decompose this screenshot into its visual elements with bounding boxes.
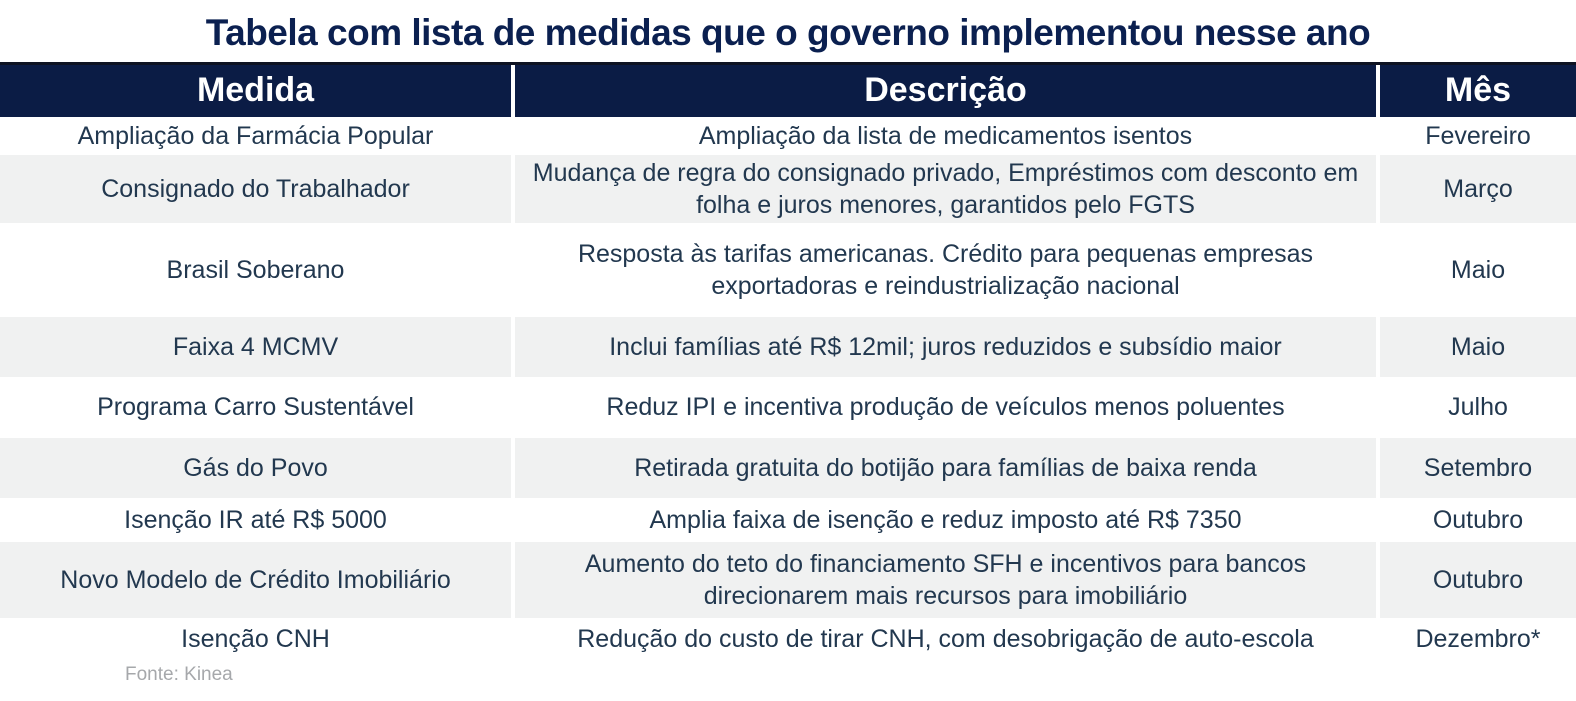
cell-descricao: Ampliação da lista de medicamentos isent… [515,116,1376,155]
table-row: Ampliação da Farmácia Popular Ampliação d… [0,116,1576,155]
table-row: Consignado do Trabalhador Mudança de regr… [0,154,1576,223]
cell-medida: Gás do Povo [0,437,511,498]
cell-mes: Outubro [1380,497,1576,542]
table-row: Novo Modelo de Crédito Imobiliário Aument… [0,541,1576,618]
cell-mes: Outubro [1380,541,1576,618]
cell-descricao: Mudança de regra do consignado privado, … [515,154,1376,223]
cell-mes: Maio [1380,222,1576,317]
source-note: Fonte: Kinea [125,663,233,685]
column-header-medida: Medida [0,65,511,117]
cell-mes: Maio [1380,316,1576,377]
cell-mes: Setembro [1380,437,1576,498]
cell-descricao: Reduz IPI e incentiva produção de veícul… [515,376,1376,438]
cell-mes: Fevereiro [1380,116,1576,155]
table-row: Isenção IR até R$ 5000 Amplia faixa de is… [0,497,1576,542]
cell-descricao: Aumento do teto do financiamento SFH e i… [515,541,1376,618]
cell-medida: Isenção IR até R$ 5000 [0,497,511,542]
page-title: Tabela com lista de medidas que o govern… [205,12,1371,53]
cell-medida: Programa Carro Sustentável [0,376,511,438]
table-row: Faixa 4 MCMV Inclui famílias até R$ 12mil… [0,316,1576,377]
cell-medida: Isenção CNH [0,617,511,660]
table-row: Isenção CNH Redução do custo de tirar CNH… [0,617,1576,660]
cell-mes: Março [1380,154,1576,223]
column-header-descricao: Descrição [515,65,1376,117]
cell-descricao: Inclui famílias até R$ 12mil; juros redu… [515,316,1376,377]
cell-medida: Faixa 4 MCMV [0,316,511,377]
column-header-mes: Mês [1380,65,1576,117]
table-row: Brasil Soberano Resposta às tarifas ameri… [0,222,1576,317]
cell-medida: Consignado do Trabalhador [0,154,511,223]
table-header-row: Medida Descrição Mês [0,62,1576,117]
table-row: Programa Carro Sustentável Reduz IPI e in… [0,376,1576,438]
table-body: Ampliação da Farmácia Popular Ampliação d… [0,116,1576,660]
cell-mes: Julho [1380,376,1576,438]
cell-descricao: Amplia faixa de isenção e reduz imposto … [515,497,1376,542]
cell-medida: Brasil Soberano [0,222,511,317]
cell-descricao: Redução do custo de tirar CNH, com desob… [515,617,1376,660]
cell-medida: Ampliação da Farmácia Popular [0,116,511,155]
cell-mes: Dezembro* [1380,617,1576,660]
cell-descricao: Resposta às tarifas americanas. Crédito … [515,222,1376,317]
cell-medida: Novo Modelo de Crédito Imobiliário [0,541,511,618]
measures-table: Medida Descrição Mês Ampliação da Farmác… [0,62,1576,660]
table-row: Gás do Povo Retirada gratuita do botijão … [0,437,1576,498]
cell-descricao: Retirada gratuita do botijão para famíli… [515,437,1376,498]
